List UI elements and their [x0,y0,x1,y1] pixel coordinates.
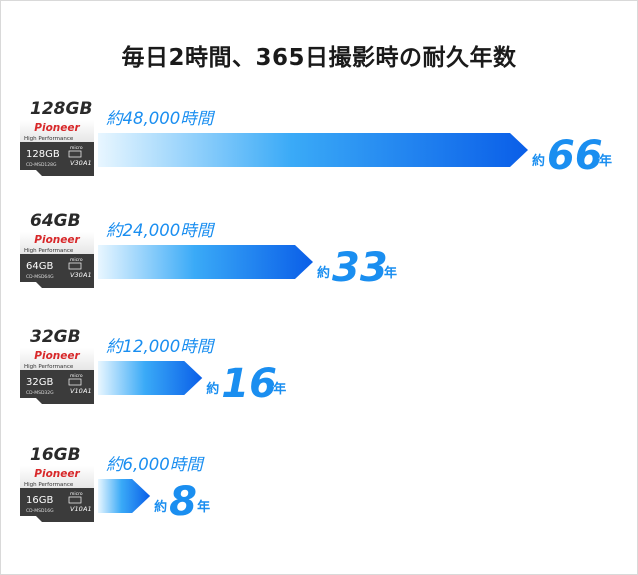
value-prefix: 約 [532,153,545,169]
app-class: A1 [82,271,92,279]
card-top-band [20,120,94,142]
capacity-label: 128GB [30,99,92,119]
value-number: 16 [221,361,277,407]
value-label: 約 16年 [206,360,287,408]
hours-label: 約6,000時間 [106,455,205,474]
chart-row: 64GB Pioneer High Performance 64GB micro V30 A… [20,211,398,292]
card-top-band [20,232,94,254]
brand-logo: Pioneer [34,234,80,246]
value-unit: 年 [273,381,286,397]
micro-logo: micro [70,257,83,263]
value-number: 33 [332,245,388,291]
value-unit: 年 [384,265,397,281]
card-subtitle: High Performance [24,136,74,142]
sd-logo-icon [68,496,82,504]
value-number: 66 [547,133,603,179]
card-subtitle: High Performance [24,248,74,254]
chart-row: 16GB Pioneer High Performance 16GB micro V10 A… [20,445,211,526]
microsd-card-image: Pioneer High Performance 64GB micro V30 A1 CD-… [20,232,94,288]
capacity-label: 32GB [30,327,81,347]
microsd-card-image: Pioneer High Performance 128GB micro V30 A1 CD… [20,120,94,176]
app-class: A1 [82,387,92,395]
micro-logo: micro [70,491,83,497]
card-model: CD-MSD32G [26,390,54,396]
bar [98,361,203,395]
bar [98,245,313,279]
card-model: CD-MSD16G [26,508,54,514]
brand-logo: Pioneer [34,122,80,134]
value-number: 8 [169,479,197,525]
card-subtitle: High Performance [24,364,74,370]
microsd-card-image: Pioneer High Performance 32GB micro V10 A1 CD-… [20,348,94,404]
microsd-card-image: Pioneer High Performance 16GB micro V10 A1 CD-… [20,466,94,522]
chart-row: 128GB Pioneer High Performance 128GB micro V3… [20,99,613,180]
value-unit: 年 [197,499,210,515]
bar [98,479,151,513]
value-prefix: 約 [317,265,330,281]
hours-label: 約24,000時間 [106,221,216,240]
card-capacity: 64GB [26,261,53,272]
bar [98,133,528,167]
sd-logo-icon [68,150,82,158]
chart-title: 毎日2時間、365日撮影時の耐久年数 [121,45,517,71]
value-unit: 年 [599,153,612,169]
hours-label: 約12,000時間 [106,337,216,356]
speed-class: V30 [70,271,83,279]
card-top-band [20,466,94,488]
app-class: A1 [82,505,92,513]
card-capacity: 16GB [26,495,53,506]
micro-logo: micro [70,145,83,151]
sd-logo-icon [68,378,82,386]
speed-class: V10 [70,505,83,513]
card-capacity: 128GB [26,149,60,160]
value-label: 約 33年 [317,244,398,292]
chart-row: 32GB Pioneer High Performance 32GB micro V10 A… [20,327,287,408]
speed-class: V30 [70,159,83,167]
card-subtitle: High Performance [24,482,74,488]
value-prefix: 約 [206,381,219,397]
card-model: CD-MSD64G [26,274,54,280]
speed-class: V10 [70,387,83,395]
capacity-label: 16GB [30,445,81,465]
card-capacity: 32GB [26,377,53,388]
value-label: 約 66年 [532,132,613,180]
brand-logo: Pioneer [34,468,80,480]
card-top-band [20,348,94,370]
micro-logo: micro [70,373,83,379]
brand-logo: Pioneer [34,350,80,362]
sd-logo-icon [68,262,82,270]
capacity-label: 64GB [30,211,81,231]
hours-label: 約48,000時間 [106,109,216,128]
value-prefix: 約 [154,499,167,515]
card-model: CD-MSD128G [26,162,57,168]
app-class: A1 [82,159,92,167]
